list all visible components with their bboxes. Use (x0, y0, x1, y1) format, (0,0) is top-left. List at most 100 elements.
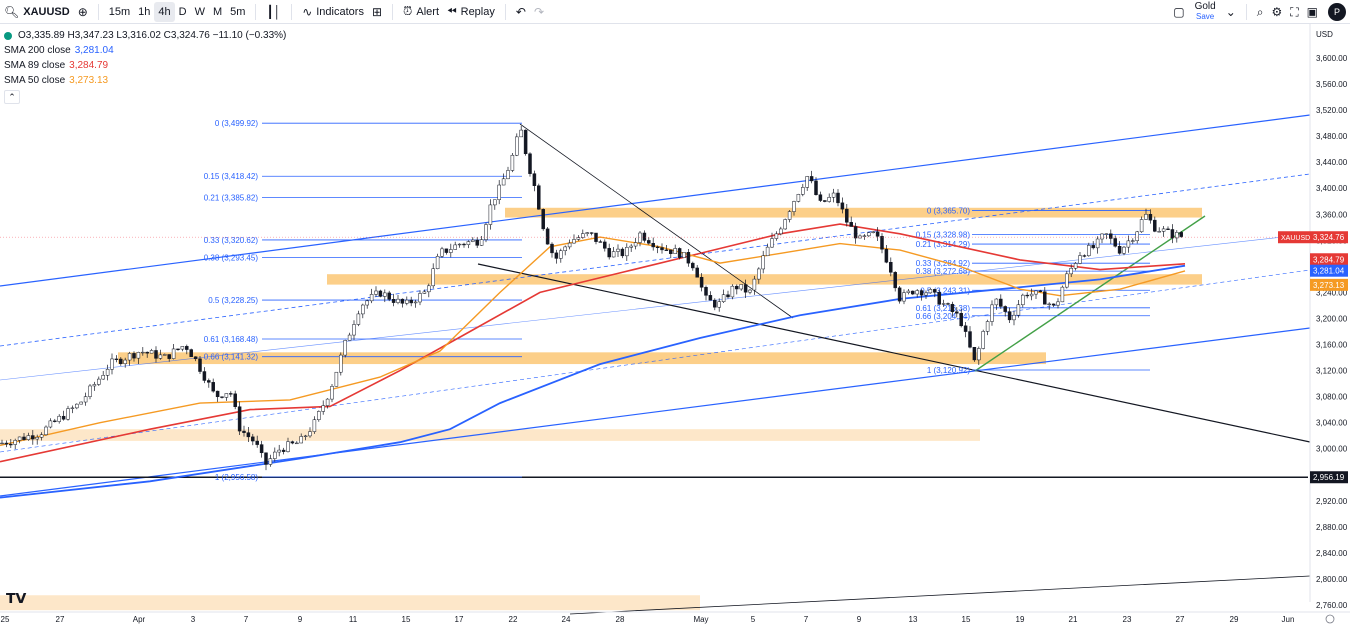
price-tick-label: 3,400.00 (1316, 184, 1348, 193)
quick-search-button[interactable]: ⌕ (1253, 0, 1268, 24)
indicator-sma50[interactable]: SMA 50 close 3,273.13 (4, 73, 286, 88)
time-tick-label: 11 (349, 615, 358, 624)
candle-down (220, 396, 224, 398)
candle-up (515, 136, 519, 156)
profile-avatar[interactable]: P (1328, 3, 1346, 21)
templates-button[interactable]: ⊞ (368, 0, 386, 24)
candle-up (488, 204, 493, 225)
symbol-label: XAUUSD (23, 5, 70, 18)
candle-down (686, 252, 691, 264)
price-chart[interactable]: 0 (3,499.92) 0.15 (3,418.42) 0.21 (3,385.8… (0, 24, 1350, 626)
candle-down (937, 292, 941, 305)
candle-up (396, 298, 400, 303)
candle-down (963, 325, 968, 332)
candle-up (1065, 273, 1069, 288)
candle-up (805, 176, 809, 188)
price-tick-label: 3,440.00 (1316, 158, 1348, 167)
redo-button[interactable]: ↷ (530, 0, 548, 24)
candle-down (537, 185, 541, 210)
candle-up (990, 304, 994, 322)
layout-name-button[interactable]: Gold Save (1189, 2, 1222, 22)
candle-down (713, 299, 717, 308)
price-badge-label: 3,324.76 (1313, 233, 1345, 242)
candle-up (44, 426, 48, 435)
timeframe-4h[interactable]: 4h (154, 1, 175, 22)
candle-down (154, 350, 158, 359)
candle-up (405, 299, 409, 304)
search-icon: 🔍︎ (4, 4, 20, 19)
candle-down (845, 208, 849, 223)
fullscreen-button[interactable]: ⛶ (1286, 0, 1302, 24)
candle-down (554, 252, 559, 259)
indicator-sma200[interactable]: SMA 200 close 3,281.04 (4, 43, 286, 58)
candle-up (585, 232, 589, 234)
candle-down (409, 299, 413, 304)
fib-level-label: 0.21 (3,385.82) (204, 193, 259, 202)
candle-down (884, 249, 889, 263)
candle-up (1161, 228, 1166, 232)
price-badge (1310, 264, 1348, 277)
candle-up (88, 385, 92, 397)
trendline-green (974, 215, 1206, 372)
undo-button[interactable]: ↶ (512, 0, 530, 24)
timeframe-15m[interactable]: 15m (108, 5, 131, 18)
channel-lower-line (0, 327, 1311, 497)
time-tick-label: 27 (1176, 615, 1185, 624)
candle-down (4, 442, 9, 445)
timeframe-1h[interactable]: 1h (138, 5, 151, 18)
candle-up (796, 194, 801, 202)
time-tick-label: 15 (962, 615, 971, 624)
chart-type-button[interactable]: ┃│ (262, 0, 285, 24)
candle-up (35, 437, 39, 440)
candle-up (801, 187, 805, 195)
candle-up (1104, 233, 1109, 235)
timeframe-w[interactable]: W (194, 5, 205, 18)
candle-down (691, 262, 695, 269)
layout-toggle-button[interactable]: ▢ (1169, 0, 1188, 24)
candle-down (198, 358, 202, 372)
candle-up (422, 291, 427, 294)
symbol-search-button[interactable]: 🔍︎ XAUUSD (0, 0, 74, 24)
price-tick-label: 3,200.00 (1316, 314, 1348, 323)
timeframe-d[interactable]: D (178, 5, 187, 18)
timeframe-m[interactable]: M (213, 5, 223, 18)
fib-level-label: 0.21 (3,314.29) (916, 240, 971, 249)
right-toolbar: ▢ Gold Save ⌄ ⌕ ⚙︎ ⛶ ▣ P (1169, 0, 1350, 24)
channel-mid-line (0, 233, 1311, 381)
grid-icon: ⊞ (371, 4, 383, 19)
channel-lower-dashed-line (0, 269, 1311, 453)
indicators-button[interactable]: ∿ Indicators (298, 0, 368, 24)
settings-button[interactable]: ⚙︎ (1267, 0, 1286, 24)
candle-up (39, 434, 44, 438)
fib-level-label: 0.33 (3,320.62) (204, 236, 259, 245)
candle-up (356, 313, 361, 325)
indicator-sma89[interactable]: SMA 89 close 3,284.79 (4, 58, 286, 73)
candle-up (779, 228, 783, 235)
candle-down (968, 331, 972, 348)
candle-up (783, 219, 787, 230)
trendline-support (477, 263, 1311, 443)
replay-button[interactable]: ⏪︎ Replay (443, 0, 499, 24)
candle-up (1016, 304, 1021, 316)
candle-down (264, 452, 268, 465)
candle-down (836, 192, 840, 204)
candle-up (1056, 301, 1060, 306)
candle-up (831, 192, 836, 198)
indicator-value: 3,273.13 (69, 75, 109, 86)
candle-up (66, 408, 70, 420)
compare-add-button[interactable]: ⊕ (74, 0, 92, 24)
candle-up (867, 232, 871, 237)
snapshot-button[interactable]: ▣ (1303, 0, 1322, 24)
alert-button[interactable]: ⏰︎ Alert (399, 0, 443, 24)
timeframe-5m[interactable]: 5m (230, 5, 246, 18)
candle-up (471, 239, 475, 242)
collapse-legend-button[interactable]: ⌃ (4, 90, 20, 104)
candle-down (972, 347, 977, 361)
candle-down (176, 348, 180, 350)
candle-down (1025, 294, 1029, 297)
zone-rect (118, 352, 1046, 365)
candle-up (497, 184, 501, 200)
layout-menu-button[interactable]: ⌄ (1222, 0, 1240, 24)
candle-up (70, 407, 75, 409)
candle-up (158, 354, 163, 359)
